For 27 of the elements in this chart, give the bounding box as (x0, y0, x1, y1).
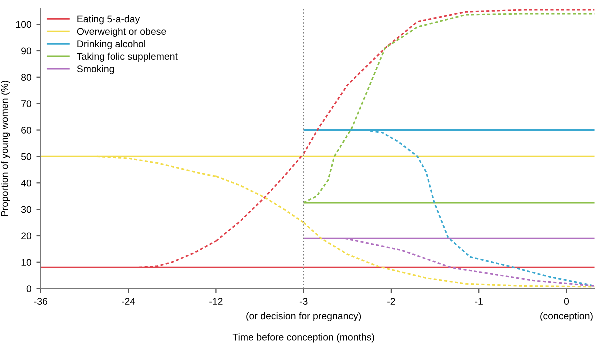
y-tick-label: 40 (21, 180, 32, 187)
y-tick-label: 60 (22, 127, 32, 134)
y-axis-title: Proportion of young women (%) (1, 81, 10, 216)
legend-label: Taking folic supplement (77, 52, 178, 62)
y-tick-label: 20 (22, 232, 32, 240)
x-tick-label: -24 (122, 298, 136, 305)
x-tick-label: 0 (564, 298, 570, 306)
y-tick-label: 90 (22, 48, 32, 55)
text: (or decision for pregnancy) (246, 312, 362, 322)
legend-label: Smoking (77, 65, 114, 74)
y-tick-label: 10 (22, 259, 32, 266)
y-tick-label: 80 (22, 74, 32, 82)
x-tick-label: -3 (300, 298, 308, 306)
x-tick-label: -36 (34, 298, 48, 306)
y-tick-label: 0 (26, 286, 32, 292)
y-tick-label: 30 (21, 206, 32, 214)
y-tick-label: 50 (21, 153, 32, 160)
y-tick-label: 70 (22, 100, 32, 108)
legend-label: Drinking alcohol (78, 40, 146, 50)
x-tick-label: -12 (210, 298, 223, 305)
legend-label: Overweight or obese (77, 28, 166, 38)
text: (conception) (540, 312, 593, 322)
x-tick-label: -1 (475, 298, 483, 305)
x-tick-label: -2 (388, 298, 396, 305)
x-axis-title: Time before conception (months) (232, 334, 374, 343)
legend-label: Eating 5-a-day (78, 16, 140, 25)
y-tick-label: 100 (16, 21, 32, 28)
